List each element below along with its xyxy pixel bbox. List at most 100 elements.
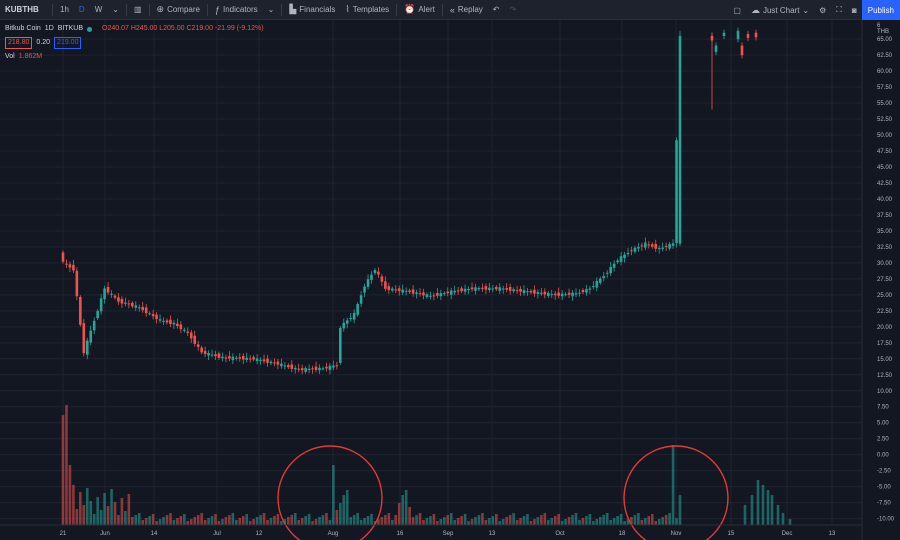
cloud-icon: ☁ bbox=[750, 4, 760, 15]
gear-icon[interactable]: ⚙ bbox=[819, 5, 827, 15]
toolbar-divider bbox=[125, 3, 127, 16]
volume-bar bbox=[311, 521, 314, 525]
volume-bar bbox=[89, 501, 93, 525]
candle-body bbox=[106, 286, 110, 293]
interval-1h[interactable]: 1h bbox=[60, 5, 69, 14]
symbol-search[interactable]: KUBTHB bbox=[5, 5, 39, 14]
volume-bar bbox=[345, 490, 349, 525]
volume-bar bbox=[349, 517, 353, 525]
publish-button[interactable]: Publish bbox=[861, 0, 900, 20]
templates-button[interactable]: ⌇ Templates bbox=[340, 0, 394, 20]
candle-body bbox=[463, 288, 467, 292]
indicators-button[interactable]: ƒ Indicators bbox=[210, 0, 263, 20]
candle-body bbox=[179, 324, 183, 330]
interval-d[interactable]: D bbox=[78, 5, 85, 14]
volume-bar bbox=[585, 516, 588, 525]
indicators-dropdown-icon[interactable]: ⌄ bbox=[267, 5, 275, 14]
camera-icon[interactable]: ◙ bbox=[851, 5, 857, 15]
candle-body bbox=[408, 290, 411, 293]
volume-bar bbox=[678, 495, 682, 525]
volume-bar bbox=[546, 520, 550, 525]
candle-body bbox=[255, 358, 259, 362]
volume-bar bbox=[144, 518, 148, 525]
right-toolbar: ▢ ☁ Just Chart ⌄ ⚙ ⛶ ◙ Publish bbox=[728, 0, 900, 20]
price-tick-label: 52.50 bbox=[877, 117, 893, 123]
toolbar-divider bbox=[441, 3, 443, 16]
price-tick-label: 15.00 bbox=[877, 357, 893, 363]
volume-bar bbox=[439, 519, 443, 525]
ask-price[interactable]: 219.00 bbox=[54, 37, 82, 49]
chart-style-icon[interactable]: ▥ bbox=[133, 5, 142, 14]
volume-bar bbox=[235, 520, 238, 525]
volume-bar bbox=[536, 517, 540, 525]
volume-bar bbox=[488, 518, 491, 525]
price-tick-label: 32.50 bbox=[877, 245, 893, 251]
volume-bar bbox=[397, 503, 401, 525]
undo-icon[interactable]: ↶ bbox=[492, 5, 500, 14]
candle-body bbox=[241, 355, 245, 360]
annotations bbox=[277, 445, 729, 540]
volume-bar bbox=[661, 517, 664, 525]
alert-button[interactable]: ⏰ Alert bbox=[399, 0, 440, 20]
price-tick-label: 7.50 bbox=[877, 405, 889, 411]
volume-bar bbox=[342, 495, 346, 525]
candle-body bbox=[221, 356, 224, 359]
price-tick-label: -7.50 bbox=[877, 501, 891, 507]
interval-dropdown-icon[interactable]: ⌄ bbox=[112, 5, 119, 14]
volume-bar bbox=[65, 405, 68, 525]
price-tick-label: -2.50 bbox=[877, 469, 891, 475]
candle-body bbox=[85, 340, 89, 355]
volume-bar bbox=[92, 514, 96, 525]
volume-bar bbox=[193, 517, 197, 525]
price-chart[interactable]: 65.0062.5060.0057.5055.0052.5050.0047.50… bbox=[0, 20, 900, 540]
candle-body bbox=[314, 366, 318, 370]
candle-body bbox=[304, 368, 307, 372]
expand-icon[interactable]: ⛶ bbox=[836, 5, 842, 14]
candle-body bbox=[498, 287, 502, 291]
volume-bar bbox=[491, 516, 495, 525]
volume-bar bbox=[290, 515, 294, 525]
candle-body bbox=[449, 290, 453, 295]
candle-body bbox=[186, 331, 190, 333]
replay-label: Replay bbox=[457, 5, 483, 14]
candle-body bbox=[460, 288, 463, 292]
volume-bar bbox=[273, 516, 276, 525]
volume-bar bbox=[418, 513, 422, 525]
candle-body bbox=[238, 357, 242, 359]
volume-bar bbox=[770, 495, 774, 525]
volume-bar bbox=[595, 519, 599, 525]
candle-body bbox=[564, 294, 567, 296]
volume-bar bbox=[526, 514, 529, 525]
candle-body bbox=[189, 332, 193, 339]
fullscreen-square-icon[interactable]: ▢ bbox=[733, 5, 741, 15]
candle-body bbox=[446, 291, 450, 294]
financials-button[interactable]: ▙ Financials bbox=[284, 0, 340, 20]
candle-body bbox=[512, 289, 515, 292]
volume-bar bbox=[598, 517, 602, 525]
highlight-circle-nov bbox=[623, 445, 729, 540]
time-tick-label: 15 bbox=[728, 531, 735, 537]
redo-icon[interactable]: ↷ bbox=[509, 5, 517, 14]
time-tick-label: Jun bbox=[100, 531, 110, 537]
highlight-circle-aug bbox=[277, 445, 383, 540]
time-axis[interactable]: 21 Jun 14 Jul 12 Aug 16 Sep 13 Oct 18 Nov 15 Dec 13 bbox=[0, 524, 862, 537]
compare-button[interactable]: ⊕ Compare bbox=[152, 0, 205, 20]
candle-body bbox=[207, 352, 210, 356]
candle-body bbox=[72, 264, 75, 271]
time-tick-label: Jul bbox=[213, 531, 221, 537]
bid-price[interactable]: 218.80 bbox=[5, 37, 33, 49]
candle-body bbox=[602, 276, 606, 279]
volume-bar bbox=[619, 514, 623, 525]
candle-body bbox=[432, 295, 436, 297]
price-axis[interactable]: 65.0062.5060.0057.5055.0052.5050.0047.50… bbox=[861, 20, 900, 540]
interval-w[interactable]: W bbox=[94, 5, 103, 14]
volume-bar bbox=[137, 513, 141, 525]
chart-grid bbox=[0, 20, 862, 525]
layout-button[interactable]: ☁ Just Chart ⌄ bbox=[746, 0, 814, 20]
price-tick-label: 12.50 bbox=[877, 373, 893, 379]
price-tick-label: 60.00 bbox=[877, 69, 893, 75]
volume-bar bbox=[217, 521, 221, 525]
volume-bar bbox=[266, 520, 269, 525]
volume-bar bbox=[269, 518, 273, 525]
replay-button[interactable]: «Replay bbox=[445, 0, 488, 20]
